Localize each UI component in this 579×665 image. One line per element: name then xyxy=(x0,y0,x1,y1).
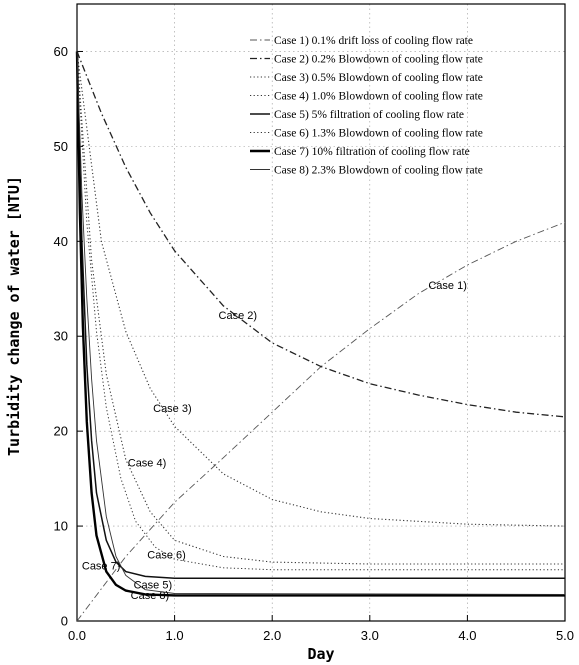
series-line-case-2 xyxy=(76,51,566,418)
y-tick-label: 50 xyxy=(54,139,68,154)
curve-label: Case 1) xyxy=(428,280,467,292)
legend-entry-label: Case 5) 5% filtration of cooling flow ra… xyxy=(274,109,464,121)
y-tick-label: 0 xyxy=(61,614,68,629)
curve-label: Case 7) xyxy=(82,561,121,573)
curve-annotations: Case 1)Case 2)Case 3)Case 4)Case 5)Case … xyxy=(82,280,467,602)
curve-label: Case 6) xyxy=(147,549,186,561)
axis-ticks: 0.0 1.0 2.0 3.0 4.0 5.0 0 10 20 30 40 50 60 xyxy=(54,44,575,643)
legend-entry-label: Case 7) 10% filtration of cooling flow r… xyxy=(274,146,470,158)
x-tick-label: 4.0 xyxy=(458,628,476,643)
series-line-case-5 xyxy=(76,51,565,580)
series-lines xyxy=(75,51,566,622)
plot-frame xyxy=(76,3,566,622)
y-axis-label: Turbidity change of water [NTU] xyxy=(5,176,23,456)
series-line-case-3 xyxy=(76,51,566,527)
curve-label: Case 5) xyxy=(134,580,173,592)
legend-entry-label: Case 4) 1.0% Blowdown of cooling flow ra… xyxy=(274,91,483,103)
legend-entry-label: Case 2) 0.2% Blowdown of cooling flow ra… xyxy=(274,54,483,66)
legend-entry-label: Case 1) 0.1% drift loss of cooling flow … xyxy=(274,35,473,47)
grid xyxy=(77,4,565,621)
series-line-case-7 xyxy=(75,51,565,597)
x-tick-label: 3.0 xyxy=(361,628,379,643)
series-line-case-4 xyxy=(76,51,565,565)
y-tick-label: 10 xyxy=(54,519,68,534)
curve-label: Case 4) xyxy=(128,457,167,469)
y-tick-label: 30 xyxy=(54,329,68,344)
series-line-case-8 xyxy=(76,51,566,595)
y-tick-label: 40 xyxy=(54,234,68,249)
legend: Case 1) 0.1% drift loss of cooling flow … xyxy=(250,35,483,177)
curve-label: Case 2) xyxy=(219,310,258,322)
y-tick-label: 20 xyxy=(54,424,68,439)
x-tick-label: 1.0 xyxy=(166,628,184,643)
x-tick-label: 2.0 xyxy=(263,628,281,643)
legend-entry-label: Case 3) 0.5% Blowdown of cooling flow ra… xyxy=(274,72,483,84)
curve-label: Case 3) xyxy=(153,403,192,415)
legend-entry-label: Case 8) 2.3% Blowdown of cooling flow ra… xyxy=(274,165,483,177)
legend-entry-label: Case 6) 1.3% Blowdown of cooling flow ra… xyxy=(274,128,483,140)
x-tick-label: 5.0 xyxy=(556,628,574,643)
x-axis-label: Day xyxy=(307,645,334,663)
y-tick-label: 60 xyxy=(54,44,68,59)
x-tick-label: 0.0 xyxy=(68,628,86,643)
curve-label: Case 8) xyxy=(131,590,170,602)
